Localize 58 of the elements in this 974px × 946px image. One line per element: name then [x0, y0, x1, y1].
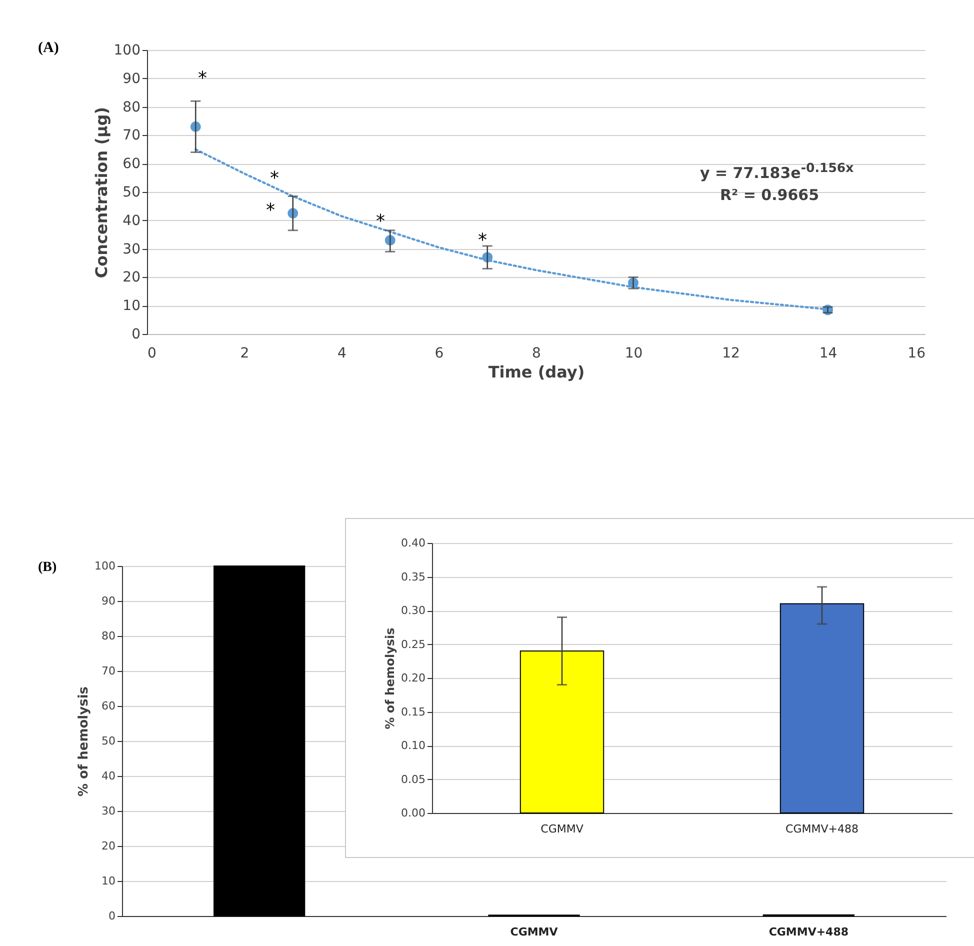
y-tick-label: 0 — [108, 910, 116, 922]
text: (A) — [38, 40, 59, 57]
y-tick-label: 0.05 — [401, 772, 426, 786]
y-tick-label: 20 — [122, 270, 140, 286]
y-tick-label: 0.15 — [401, 705, 426, 718]
y-tick-label: 50 — [122, 184, 140, 200]
y-tick-label: 0.30 — [401, 604, 426, 617]
bar — [214, 566, 306, 916]
y-tick-label: 70 — [122, 128, 140, 144]
y-tick-label: 90 — [122, 70, 140, 87]
y-tick-label: 60 — [102, 700, 116, 712]
annotation: * — [270, 168, 279, 189]
y-tick-label: 40 — [122, 212, 140, 229]
y-axis-title: Concentration (µg) — [92, 106, 111, 278]
y-axis-title: % of hemolysis — [76, 686, 92, 797]
y-tick-label: 10 — [102, 874, 116, 888]
y-tick-label: 70 — [102, 664, 116, 678]
y-tick-label: 80 — [102, 630, 116, 642]
x-axis-title: Time (day) — [488, 362, 585, 382]
x-tick-label: 6 — [434, 346, 444, 362]
x-tick-label: CGMMV+488 — [786, 822, 858, 836]
y-tick-label: 0.00 — [401, 806, 426, 820]
y-tick-label: 100 — [94, 560, 116, 572]
y-tick-label: 40 — [102, 770, 116, 782]
y-tick-label: 20 — [102, 840, 116, 852]
x-tick-label: CGMMV+488 — [768, 926, 849, 938]
y-tick-label: 0.40 — [401, 536, 426, 550]
x-tick-label: 8 — [532, 346, 541, 362]
x-tick-label: 10 — [624, 346, 643, 362]
annotation: * — [376, 211, 385, 232]
x-tick-label: 16 — [908, 346, 926, 362]
y-tick-label: 0.25 — [401, 638, 426, 651]
annotation: * — [198, 68, 207, 89]
x-tick-label: CGMMV — [540, 822, 584, 836]
y-tick-label: 0.20 — [401, 672, 426, 684]
y-tick-label: 0 — [132, 326, 140, 342]
y-tick-label: 100 — [114, 42, 140, 58]
y-tick-label: 50 — [102, 734, 116, 748]
x-tick-label: CGMMV — [510, 926, 558, 938]
y-tick-label: 90 — [102, 594, 116, 608]
y-tick-label: 0.10 — [401, 739, 426, 752]
y-tick-label: 30 — [122, 241, 140, 258]
y-axis-title: % of hemolysis — [383, 628, 398, 730]
y-tick-label: 10 — [122, 298, 140, 314]
x-tick-label: 4 — [338, 346, 347, 362]
annotation: R² = 0.9665 — [720, 186, 820, 204]
x-tick-label: 12 — [722, 346, 740, 362]
x-tick-label: 2 — [240, 346, 250, 362]
y-tick-label: 0.35 — [401, 570, 426, 584]
x-tick-label: 14 — [819, 346, 838, 362]
y-tick-label: 30 — [102, 804, 116, 818]
text: (B) — [38, 560, 57, 576]
annotation: y = 77.183e$^{-0.156x}$ — [700, 160, 854, 182]
x-tick-label: 0 — [148, 346, 156, 362]
annotation: * — [478, 230, 487, 251]
annotation: * — [266, 200, 275, 221]
y-tick-label: 80 — [122, 99, 140, 116]
y-tick-label: 60 — [122, 156, 140, 172]
